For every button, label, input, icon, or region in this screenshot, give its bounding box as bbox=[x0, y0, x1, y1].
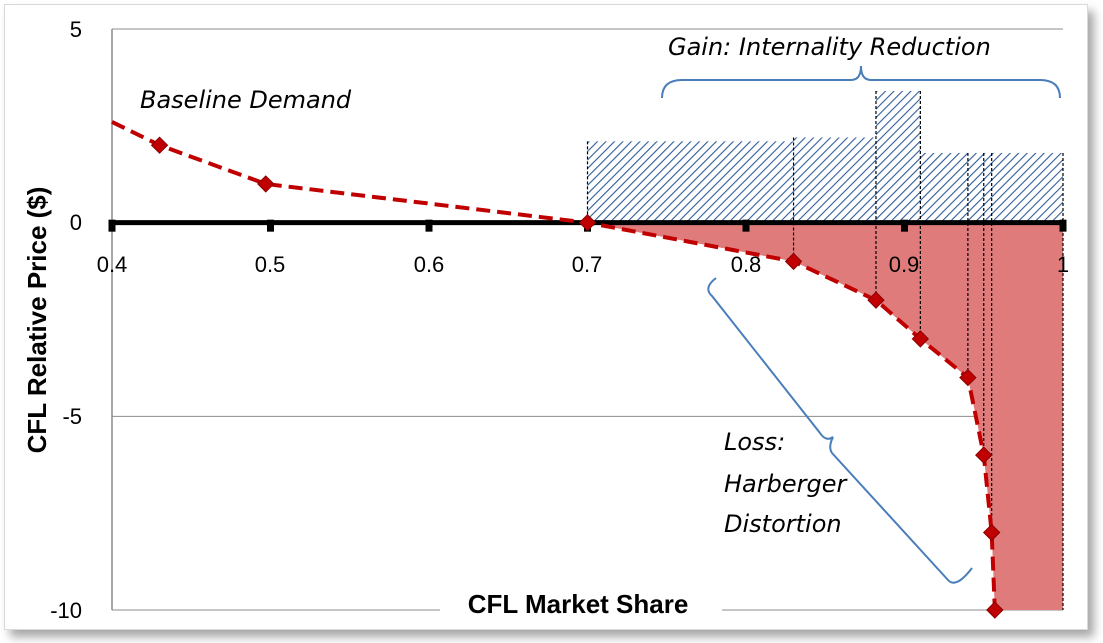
data-point bbox=[578, 213, 597, 232]
gain-bar bbox=[967, 152, 984, 223]
data-point bbox=[150, 136, 169, 154]
x-tick-mark bbox=[108, 219, 116, 232]
annotation-baseline-demand: Baseline Demand bbox=[140, 86, 352, 114]
x-axis-title-backdrop bbox=[440, 588, 722, 628]
gain-bars bbox=[587, 90, 1063, 223]
data-point bbox=[982, 523, 1001, 542]
y-tick-label: -10 bbox=[50, 598, 82, 623]
data-point bbox=[784, 252, 803, 271]
x-tick-label: 0.8 bbox=[731, 252, 762, 277]
x-tick-mark bbox=[425, 219, 433, 232]
annotation-loss-line2: Harberger bbox=[724, 470, 848, 498]
y-axis-title: CFL Relative Price ($) bbox=[22, 187, 52, 454]
gain-bar bbox=[983, 152, 992, 223]
y-tick-label: 0 bbox=[70, 210, 82, 235]
series-baseline-demand bbox=[111, 120, 1004, 619]
y-tick-label: 5 bbox=[70, 17, 82, 42]
loss-region bbox=[587, 222, 1063, 610]
x-tick-labels: 0.4 0.5 0.6 0.7 0.8 0.9 1 bbox=[97, 252, 1069, 277]
x-tick-mark bbox=[901, 219, 908, 232]
gain-bar bbox=[793, 137, 876, 223]
y-tick-labels: 5 0 -5 -10 bbox=[50, 17, 82, 623]
data-point bbox=[867, 291, 885, 309]
gain-bar bbox=[587, 141, 794, 223]
data-point bbox=[975, 446, 993, 464]
x-tick-label: 0.6 bbox=[414, 252, 445, 277]
gain-bar bbox=[991, 152, 1063, 223]
gain-bar bbox=[920, 152, 968, 223]
gain-brace bbox=[661, 65, 1061, 99]
x-tick-label: 0.9 bbox=[889, 252, 920, 277]
x-tick-mark bbox=[1059, 219, 1067, 232]
data-point bbox=[986, 601, 1004, 619]
x-tick-mark bbox=[267, 219, 274, 232]
x-axis-title: CFL Market Share bbox=[468, 589, 689, 619]
annotation-gain: Gain: Internality Reduction bbox=[668, 33, 991, 61]
x-tick-label: 0.7 bbox=[572, 252, 603, 277]
data-point bbox=[911, 330, 930, 348]
y-tick-label: -5 bbox=[62, 404, 82, 429]
loss-brace bbox=[707, 277, 973, 584]
gain-bar bbox=[875, 90, 921, 223]
x-tick-mark bbox=[742, 219, 750, 232]
annotation-braces bbox=[661, 65, 1061, 584]
x-tick-label: 0.5 bbox=[255, 252, 286, 277]
annotation-loss-line1: Loss: bbox=[724, 428, 785, 456]
x-tick-label: 0.4 bbox=[97, 252, 128, 277]
x-tick-label: 1 bbox=[1057, 252, 1069, 277]
loss-area bbox=[587, 222, 1063, 610]
annotation-loss-line3: Distortion bbox=[724, 510, 842, 538]
data-point bbox=[959, 368, 977, 387]
data-point bbox=[257, 175, 275, 193]
